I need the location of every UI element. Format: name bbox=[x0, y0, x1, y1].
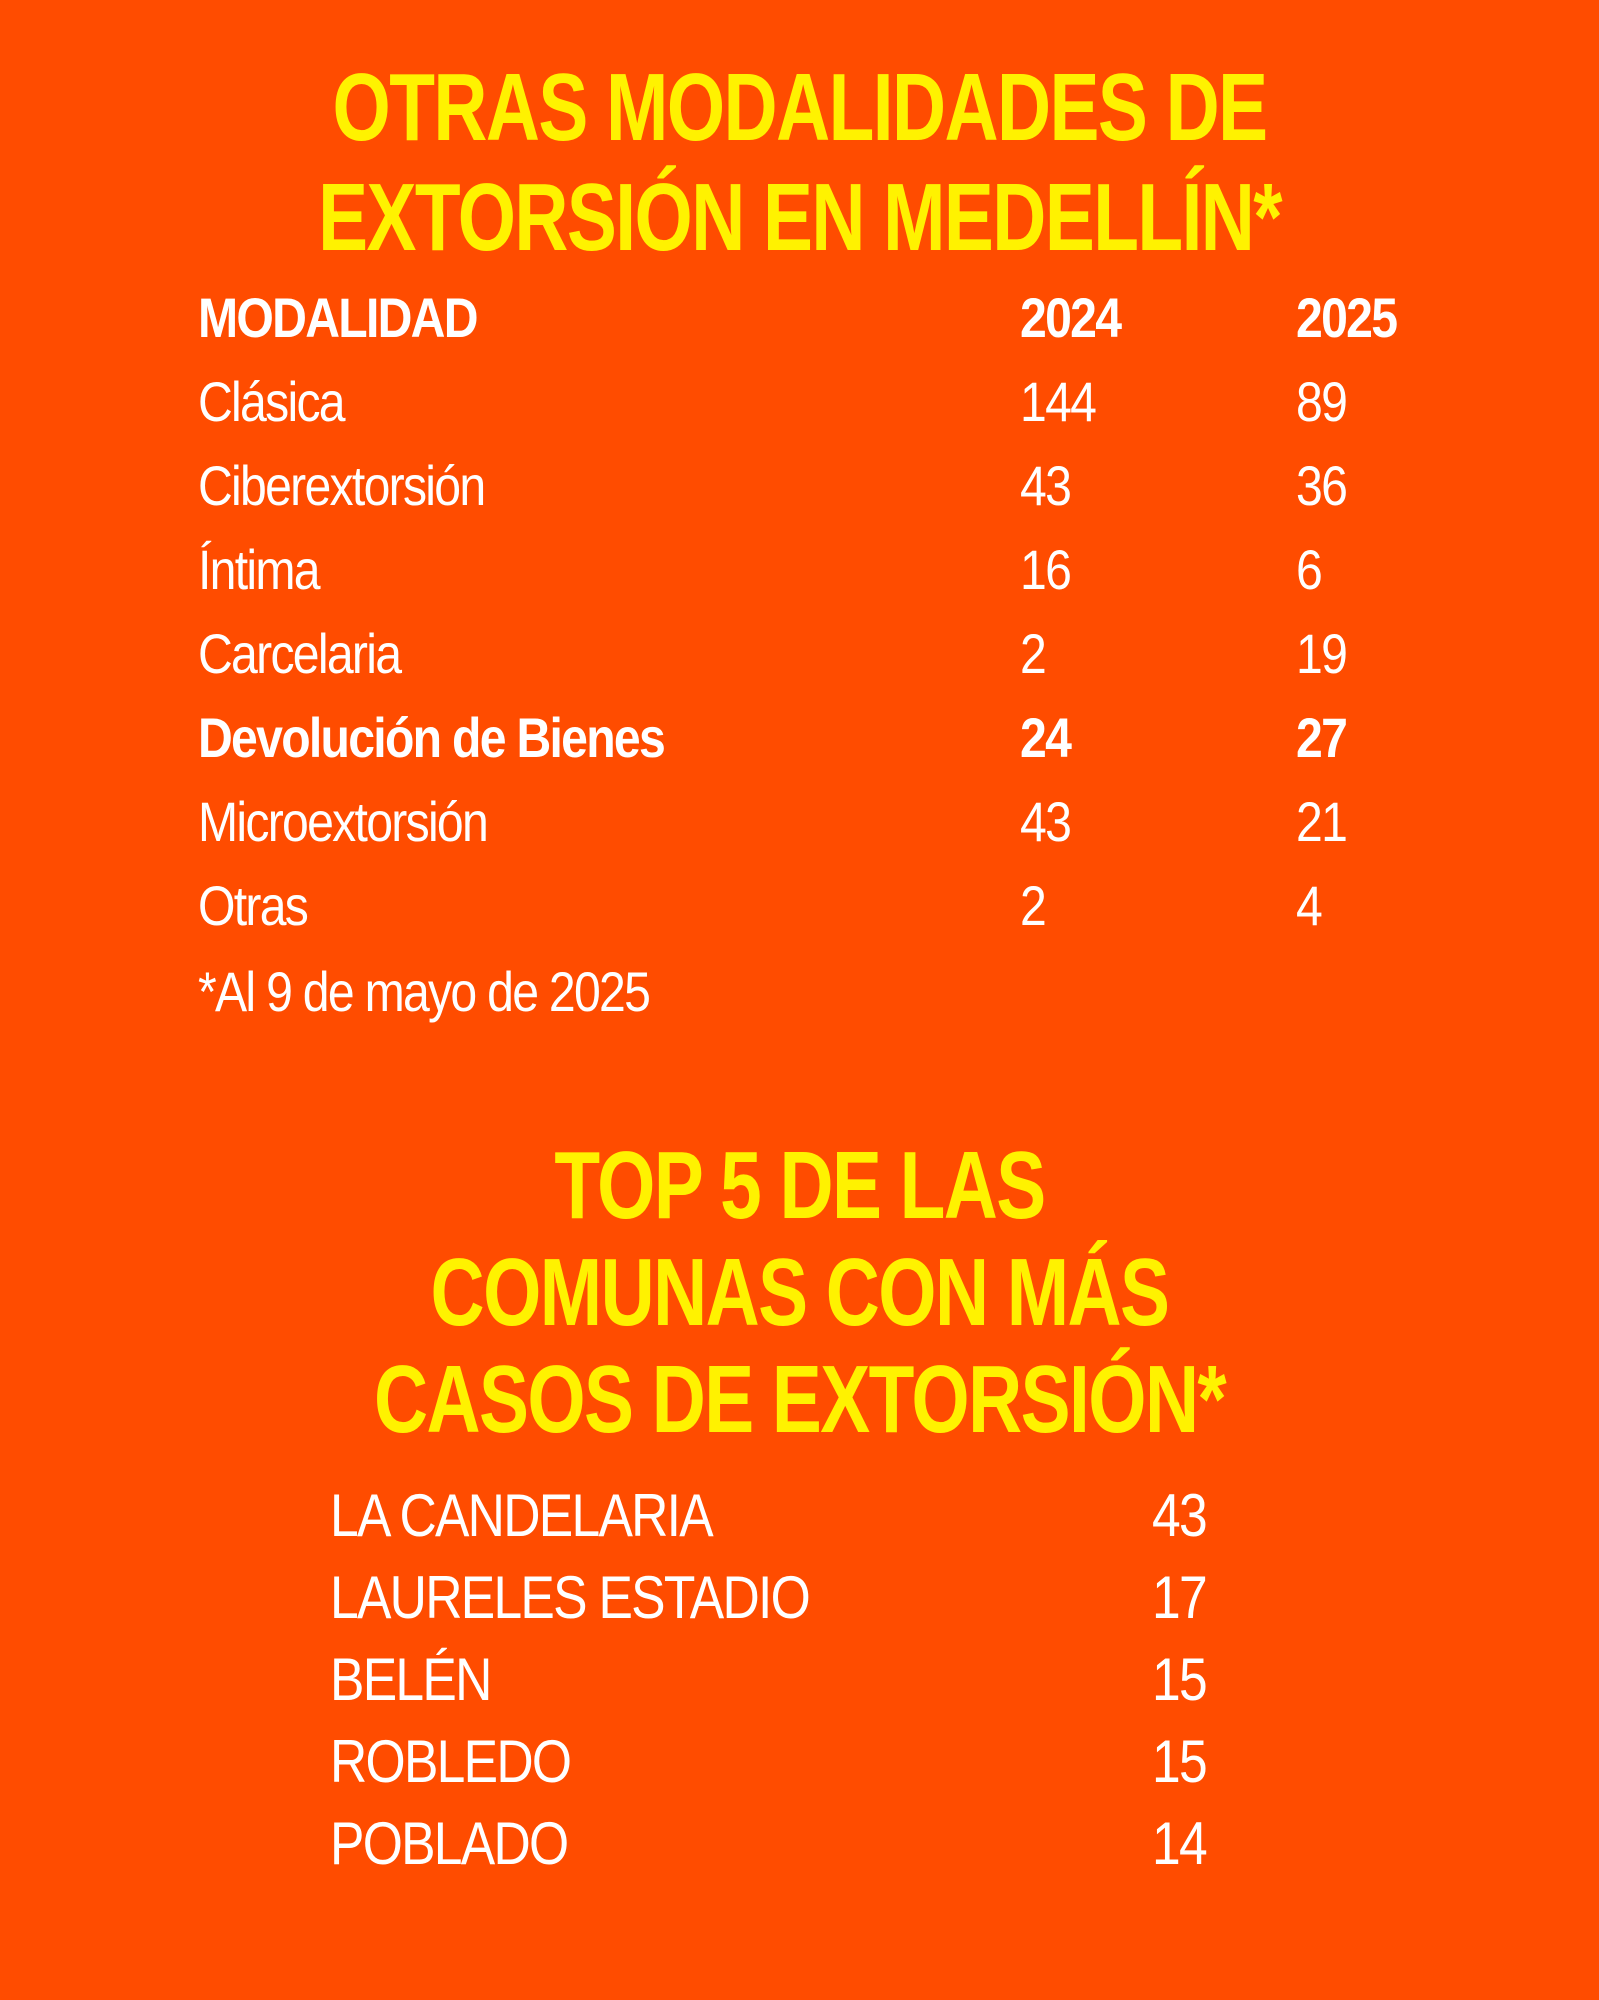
value-2024: 43 bbox=[1020, 790, 1072, 853]
row-label: Microextorsión bbox=[198, 790, 489, 853]
row-label: Clásica bbox=[198, 370, 346, 433]
row-label: Carcelaria bbox=[198, 622, 402, 685]
comuna-name: LAURELES ESTADIO bbox=[330, 1564, 811, 1631]
comuna-value: 43 bbox=[1152, 1482, 1208, 1549]
header-modalidad: MODALIDAD bbox=[198, 286, 479, 349]
comunas-table: LA CANDELARIA 43 LAURELES ESTADIO 17 BEL… bbox=[330, 1474, 1290, 1914]
comuna-name: POBLADO bbox=[330, 1810, 569, 1877]
header-2025: 2025 bbox=[1296, 286, 1398, 349]
value-2025: 4 bbox=[1296, 874, 1323, 937]
row-label: Ciberextorsión bbox=[198, 454, 486, 517]
value-2024: 24 bbox=[1020, 706, 1072, 769]
row-label: Otras bbox=[198, 874, 309, 937]
title-line: EXTORSIÓN EN MEDELLÍN* bbox=[318, 164, 1282, 271]
value-2024: 2 bbox=[1020, 622, 1047, 685]
value-2024: 2 bbox=[1020, 874, 1047, 937]
value-2025: 6 bbox=[1296, 538, 1323, 601]
title-line: COMUNAS CON MÁS bbox=[430, 1239, 1170, 1346]
comuna-name: BELÉN bbox=[330, 1646, 492, 1713]
modalidades-table: MODALIDAD 2024 2025 Clásica 144 89 Ciber… bbox=[198, 276, 1448, 1036]
title-line: OTRAS MODALIDADES DE bbox=[332, 54, 1269, 161]
footnote: *Al 9 de mayo de 2025 bbox=[198, 960, 651, 1023]
value-2024: 16 bbox=[1020, 538, 1072, 601]
value-2025: 21 bbox=[1296, 790, 1348, 853]
header-2024: 2024 bbox=[1020, 286, 1122, 349]
comuna-value: 17 bbox=[1152, 1564, 1208, 1631]
comuna-value: 14 bbox=[1152, 1810, 1208, 1877]
title-line: TOP 5 DE LAS bbox=[554, 1132, 1046, 1239]
value-2024: 144 bbox=[1020, 370, 1097, 433]
comunas-title: TOP 5 DE LAS COMUNAS CON MÁS CASOS DE EX… bbox=[0, 1138, 1599, 1459]
modalidades-title: OTRAS MODALIDADES DE EXTORSIÓN EN MEDELL… bbox=[0, 60, 1599, 280]
comuna-name: ROBLEDO bbox=[330, 1728, 572, 1795]
row-label: Devolución de Bienes bbox=[198, 706, 666, 769]
value-2025: 89 bbox=[1296, 370, 1348, 433]
comuna-name: LA CANDELARIA bbox=[330, 1482, 714, 1549]
value-2025: 36 bbox=[1296, 454, 1348, 517]
comuna-value: 15 bbox=[1152, 1728, 1208, 1795]
value-2025: 27 bbox=[1296, 706, 1348, 769]
row-label: Íntima bbox=[198, 538, 321, 601]
comuna-value: 15 bbox=[1152, 1646, 1208, 1713]
value-2024: 43 bbox=[1020, 454, 1072, 517]
value-2025: 19 bbox=[1296, 622, 1348, 685]
title-line: CASOS DE EXTORSIÓN* bbox=[373, 1346, 1227, 1453]
